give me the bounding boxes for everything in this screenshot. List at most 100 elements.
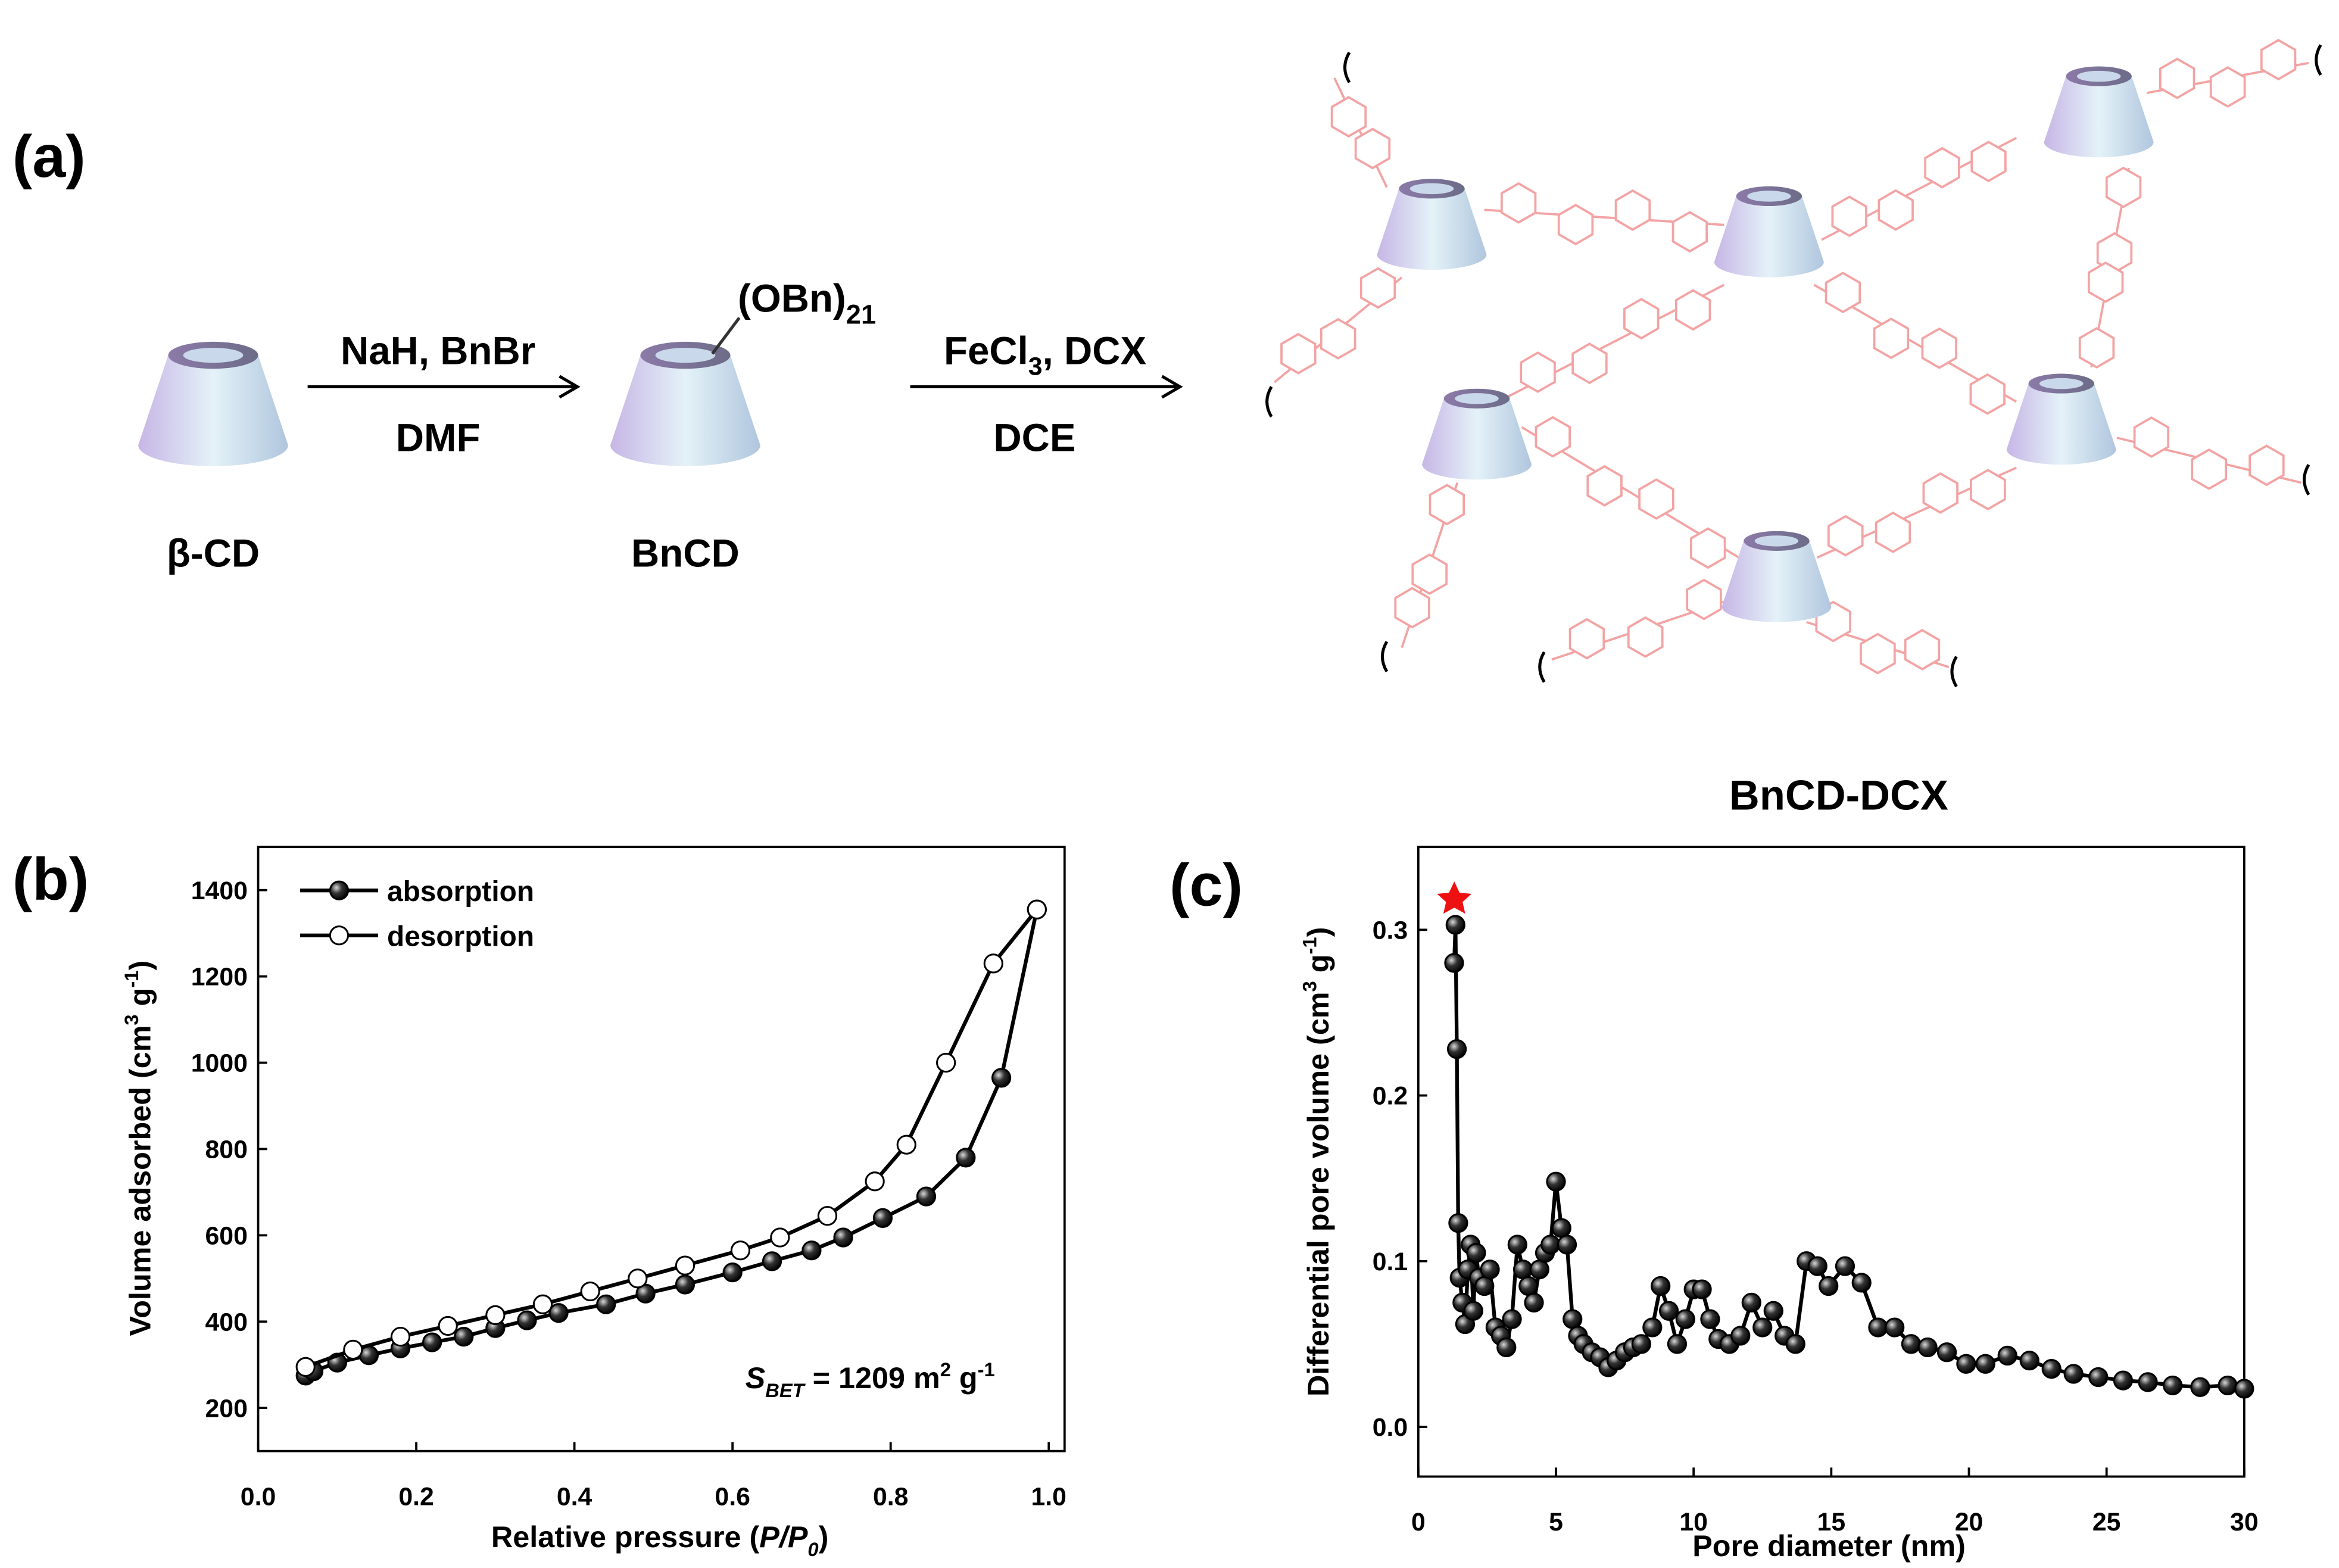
arrow-head (559, 375, 581, 399)
label-text: ) (123, 961, 157, 971)
annotation-text: S (746, 1361, 766, 1395)
benzene-ring (2105, 166, 2142, 208)
data-point (1975, 1354, 1995, 1374)
benzene-ring (2087, 261, 2124, 303)
data-point (1507, 1235, 1527, 1255)
legend-label: absorption (387, 876, 534, 908)
bracket (1380, 641, 1389, 673)
x-tick-label: 0 (1411, 1508, 1426, 1536)
benzene-ring (1686, 578, 1722, 621)
bracket (1538, 651, 1546, 683)
benzene-ring (1568, 618, 1605, 660)
data-point (1446, 1039, 1467, 1059)
benzene-ring (1924, 146, 1960, 189)
data-point (343, 1339, 363, 1360)
data-point (2019, 1351, 2039, 1371)
cyclodextrin-unit (1714, 186, 1824, 278)
bracket (2303, 464, 2310, 495)
data-point (1557, 1235, 1577, 1255)
data-point (422, 1332, 442, 1352)
benzene-ring (1873, 317, 1910, 360)
bracket (1343, 51, 1351, 83)
cyclodextrin-unit (2044, 66, 2154, 158)
chain-bond (1333, 77, 1388, 188)
benzene-ring (1627, 616, 1664, 658)
data-point (628, 1268, 648, 1289)
subscript: 3 (1028, 352, 1043, 381)
data-point (2063, 1364, 2084, 1384)
data-point (295, 1357, 316, 1377)
subscript: BET (765, 1379, 806, 1401)
superscript: -1 (1299, 937, 1321, 954)
data-point (1529, 1260, 1549, 1280)
x-tick-label: 0.0 (241, 1482, 276, 1511)
benzene-ring (1904, 629, 1941, 671)
benzene-ring (1330, 96, 1367, 138)
data-point (1631, 1334, 1651, 1354)
benzene-ring (2078, 327, 2115, 369)
benzene-ring (1878, 189, 1914, 231)
superscript: 2 (940, 1358, 951, 1380)
benzene-ring (1614, 189, 1651, 231)
benzene-ring (2159, 57, 2195, 99)
benzene-ring (1500, 182, 1537, 224)
x-tick-label: 15 (1817, 1508, 1846, 1536)
benzene-ring (1354, 127, 1391, 170)
data-point (983, 953, 1003, 974)
data-point (596, 1294, 616, 1314)
data-point (916, 1186, 937, 1207)
reagent-text: FeCl (944, 329, 1028, 373)
cyclodextrin-unit (1721, 531, 1832, 622)
y-tick-label: 0.0 (1373, 1413, 1408, 1442)
x-tick-label: 5 (1549, 1508, 1563, 1536)
benzene-ring (1535, 416, 1571, 458)
cyclodextrin-icon (610, 341, 760, 466)
x-tick-label: 1.0 (1031, 1482, 1066, 1511)
data-point (2041, 1358, 2062, 1379)
benzene-ring (2209, 66, 2246, 108)
data-point (454, 1327, 474, 1347)
intermediate-label: BnCD (631, 532, 740, 575)
arrow-head (1161, 375, 1183, 399)
superscript: -1 (978, 1358, 995, 1380)
x-tick-label: 30 (2230, 1508, 2259, 1536)
data-point (517, 1310, 537, 1330)
data-point (438, 1316, 458, 1336)
benzene-ring (1320, 317, 1356, 360)
data-point (896, 1134, 916, 1155)
series-line (305, 908, 1038, 1369)
data-point (1917, 1337, 1938, 1358)
y-axis-label: Volume adsorbed (cm3 g-1) (120, 961, 157, 1336)
benzene-ring (1674, 289, 1711, 331)
legend-label: desorption (387, 921, 534, 952)
data-point (817, 1206, 838, 1226)
reagents: NaH, BnBr (341, 329, 535, 373)
data-point (1027, 899, 1047, 919)
legend-marker (329, 925, 350, 946)
x-tick-label: 0.4 (557, 1482, 592, 1511)
data-point (833, 1227, 853, 1248)
y-tick-label: 1000 (191, 1049, 248, 1078)
x-tick-label: 10 (1679, 1508, 1708, 1536)
data-point (1851, 1273, 1872, 1293)
benzene-ring (1280, 332, 1317, 375)
data-point (1502, 1309, 1522, 1329)
x-tick-label: 20 (1955, 1508, 1984, 1536)
data-point (635, 1283, 656, 1304)
benzene-ring (2191, 448, 2228, 490)
benzene-ring (2133, 416, 2170, 458)
y-tick-label: 0.3 (1373, 916, 1408, 944)
benzene-ring (1860, 632, 1896, 675)
data-point (2218, 1375, 2238, 1396)
bracket (1950, 656, 1958, 688)
bracket (2315, 44, 2322, 76)
data-point (2234, 1379, 2254, 1399)
data-point (1546, 1171, 1566, 1192)
data-point (1524, 1292, 1544, 1313)
benzene-ring (2248, 444, 2285, 487)
x-tick-label: 25 (2092, 1508, 2121, 1536)
label-text: g (123, 988, 157, 1015)
benzene-ring (1394, 587, 1430, 629)
benzene-ring (1831, 195, 1867, 238)
data-point (1819, 1276, 1839, 1296)
